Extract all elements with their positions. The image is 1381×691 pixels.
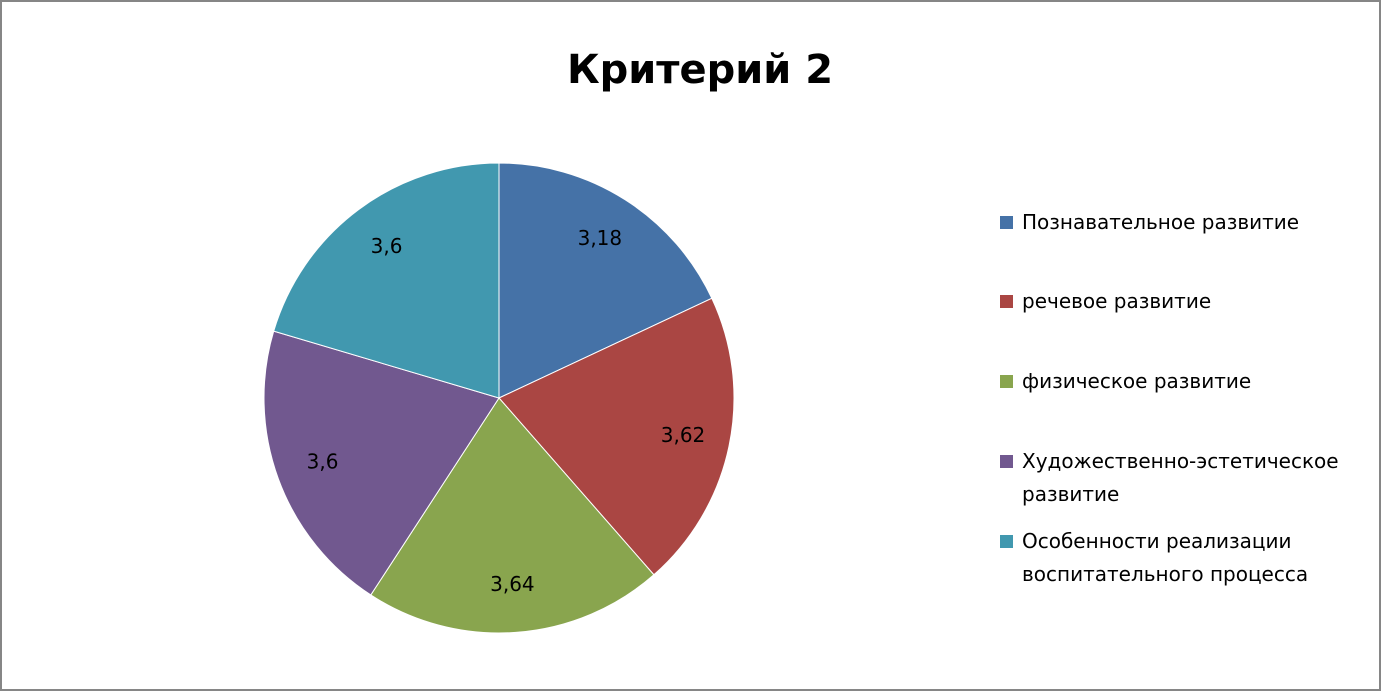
legend-label: Особенности реализации воспитательного п…	[1022, 529, 1309, 586]
legend-swatch	[1000, 535, 1013, 548]
legend-item: физическое развитие	[1000, 365, 1360, 398]
legend-swatch	[1000, 375, 1013, 388]
data-label: 3,18	[578, 226, 623, 250]
legend-label: речевое развитие	[1022, 289, 1212, 313]
data-label: 3,64	[490, 572, 535, 596]
data-label: 3,6	[307, 449, 339, 473]
pie-slice	[263, 330, 500, 596]
legend-item: Художественно-эстетическое развитие	[1000, 445, 1360, 511]
chart-title: Критерий 2	[567, 47, 833, 93]
legend-label: Познавательное развитие	[1022, 210, 1300, 234]
pie-slice	[498, 297, 735, 576]
legend-swatch	[1000, 216, 1013, 229]
data-label: 3,62	[661, 423, 706, 447]
legend-label: физическое развитие	[1022, 369, 1252, 393]
legend-item: речевое развитие	[1000, 285, 1360, 318]
pie-slice	[370, 397, 655, 634]
legend-swatch	[1000, 295, 1013, 308]
pie-slice	[498, 162, 713, 399]
legend-item: Познавательное развитие	[1000, 206, 1360, 239]
legend-swatch	[1000, 455, 1013, 468]
legend-label: Художественно-эстетическое развитие	[1022, 449, 1339, 506]
data-label: 3,6	[371, 234, 403, 258]
legend-item: Особенности реализации воспитательного п…	[1000, 525, 1360, 591]
pie-slice	[273, 162, 500, 399]
